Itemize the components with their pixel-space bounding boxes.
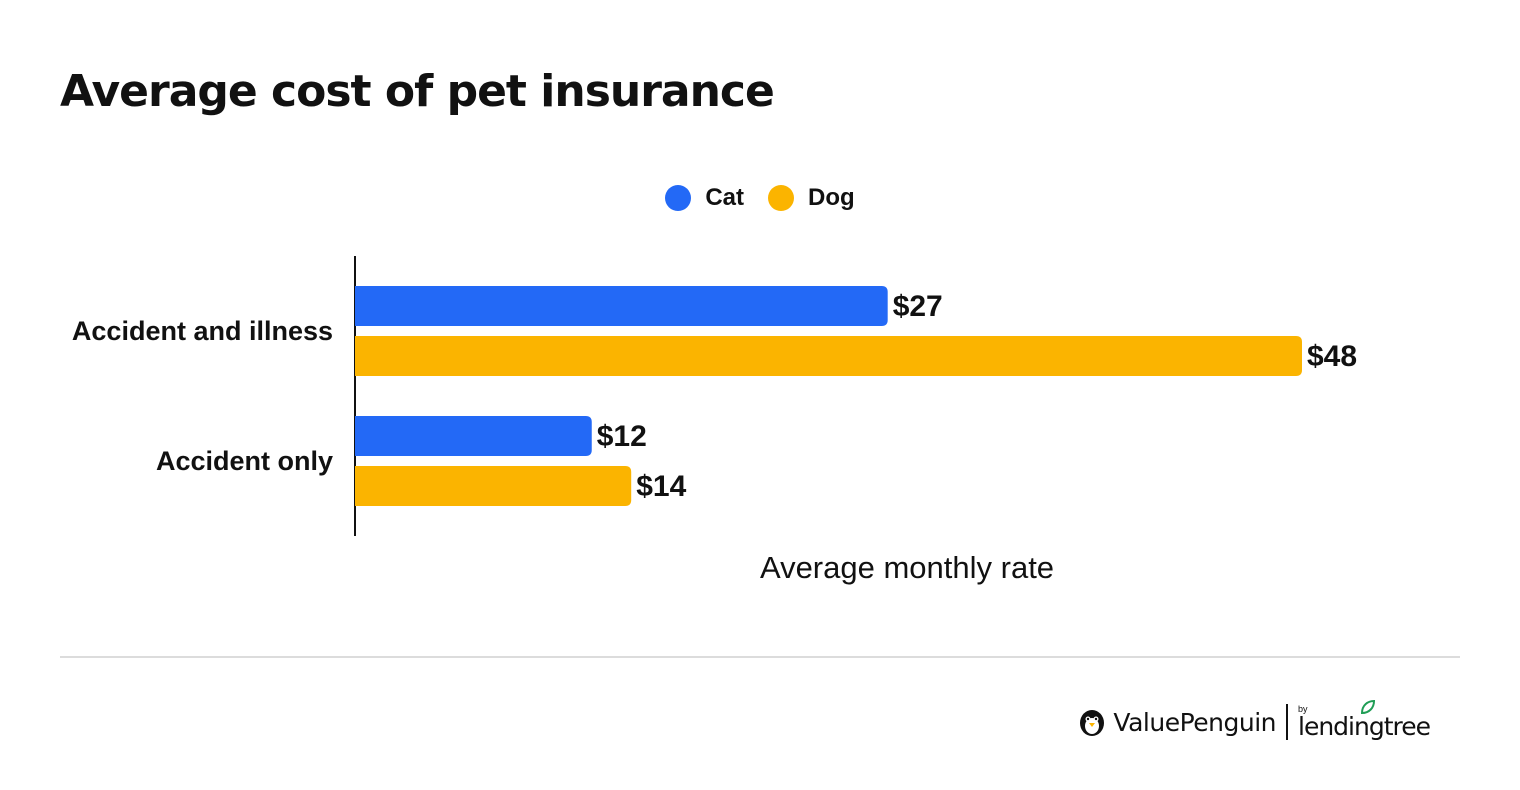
legend-swatch-dog (768, 185, 794, 211)
category-label: Accident and illness (72, 316, 333, 346)
legend-label-dog: Dog (808, 184, 855, 211)
category-label: Accident only (156, 446, 333, 476)
x-axis-label: Average monthly rate (760, 550, 1054, 585)
valuepenguin-logo: ValuePenguin (1077, 707, 1276, 737)
footer-divider (60, 656, 1460, 658)
bar-dog (355, 336, 1302, 376)
bar-chart: Accident and illness $27 $48 Accident only $… (72, 256, 1357, 585)
data-label: $12 (597, 420, 647, 453)
brand-logo: ValuePenguin by lendingtree (1077, 699, 1431, 741)
data-label: $48 (1307, 340, 1357, 373)
bar-cat (355, 416, 592, 456)
legend-item-dog: Dog (768, 184, 855, 212)
chart-title: Average cost of pet insurance (60, 66, 775, 117)
data-label: $27 (893, 290, 943, 323)
data-label: $14 (636, 470, 686, 503)
legend-item-cat: Cat (665, 184, 744, 212)
lendingtree-logo: by lendingtree (1298, 699, 1431, 741)
brand-by-text: by (1298, 704, 1308, 714)
bar-dog (355, 466, 632, 506)
legend-swatch-cat (665, 185, 692, 211)
bar-cat (355, 286, 888, 326)
chart-legend: Cat Dog (0, 184, 1520, 212)
leaf-icon (1360, 699, 1376, 715)
legend-label-cat: Cat (705, 184, 744, 211)
brand-secondary-text: lendingtree (1298, 712, 1431, 741)
penguin-icon (1080, 710, 1105, 736)
brand-separator (1286, 704, 1288, 740)
brand-primary-text: ValuePenguin (1113, 707, 1276, 737)
